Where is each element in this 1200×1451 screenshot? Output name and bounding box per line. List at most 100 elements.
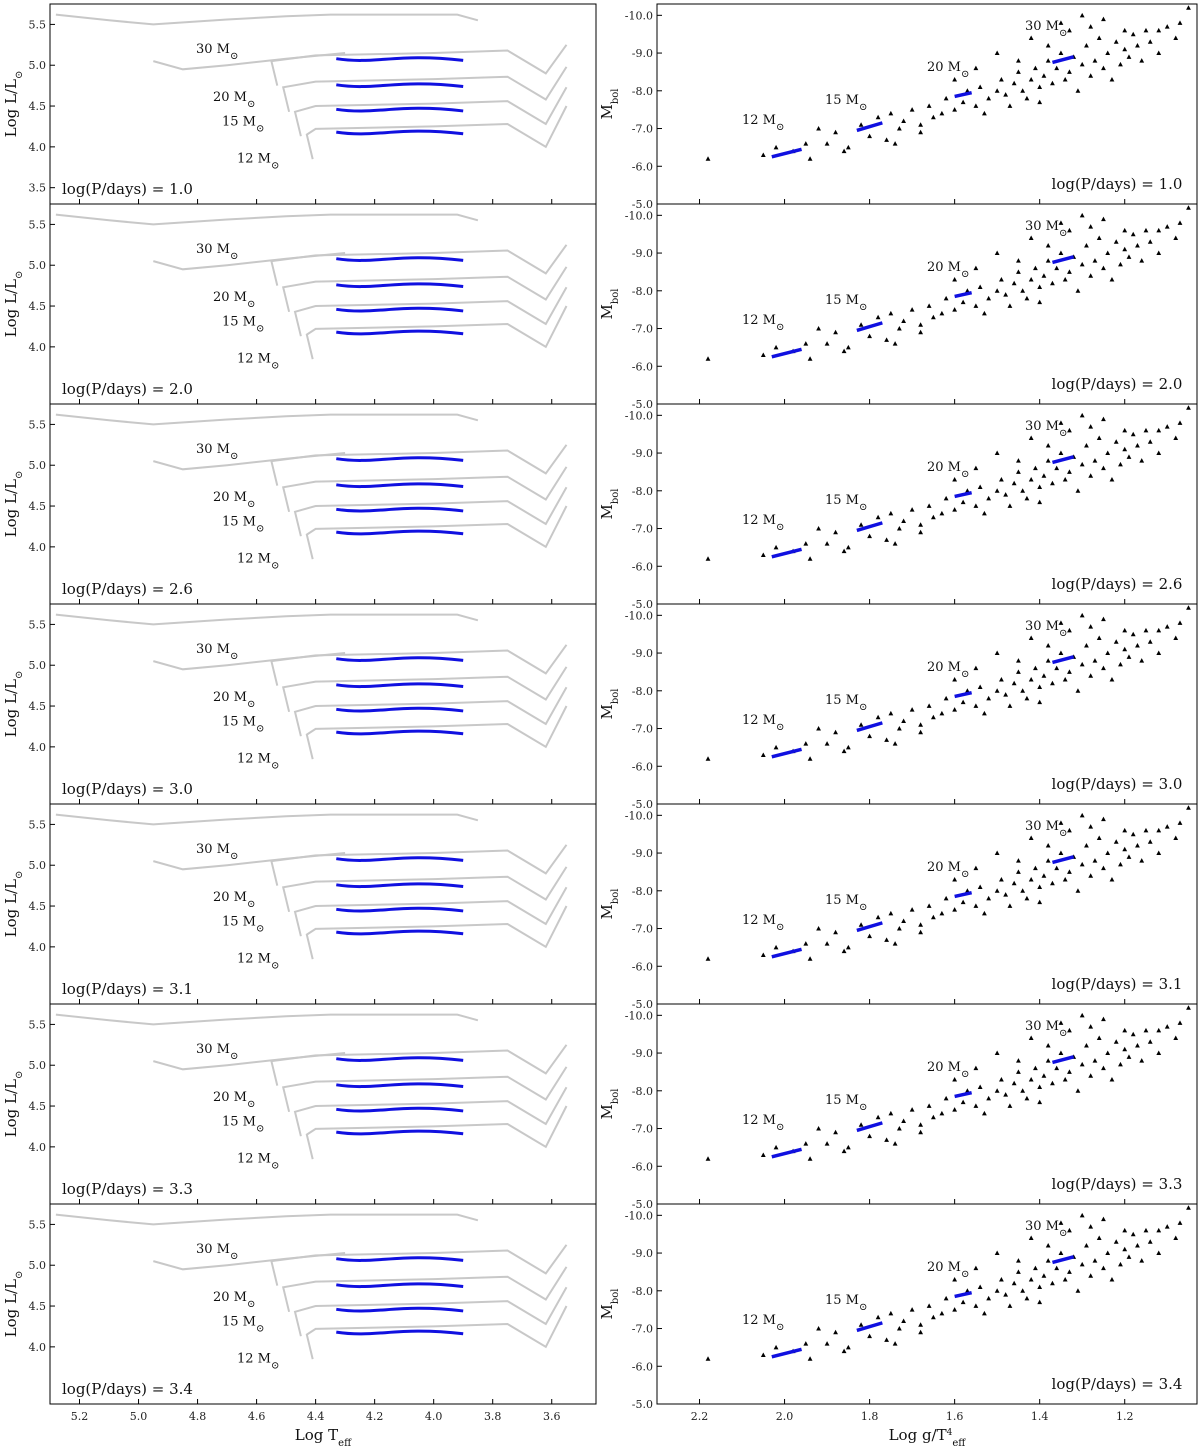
observed-star — [1109, 1076, 1115, 1082]
observed-star — [1058, 1050, 1064, 1056]
model-mbol-20 — [954, 490, 973, 499]
observed-star — [1016, 69, 1021, 74]
observed-star — [1024, 495, 1030, 501]
observed-star — [1028, 1035, 1034, 1040]
evolutionary-track-12 — [305, 905, 568, 960]
y-tick-label: -7.0 — [632, 923, 653, 936]
y-tick-label: -10.0 — [625, 1209, 653, 1222]
period-label: log(P/days) = 2.0 — [1052, 375, 1183, 393]
observed-star — [773, 344, 779, 350]
model-segment-15 — [336, 1306, 464, 1313]
observed-star — [1028, 476, 1034, 482]
observed-star — [1130, 1231, 1136, 1237]
model-segment-30 — [336, 856, 464, 862]
observed-star — [1058, 250, 1064, 256]
mbol-panel-frame — [656, 403, 1198, 605]
observed-star — [1028, 876, 1034, 882]
observed-star — [1088, 273, 1094, 278]
observed-star — [705, 1356, 711, 1361]
observed-star — [1088, 1073, 1094, 1078]
observed-star — [982, 910, 987, 916]
mbol-mass-label-30: 30 M⊙ — [1025, 619, 1067, 639]
mbol-mass-label-12: 12 M⊙ — [742, 1313, 784, 1333]
observed-star — [1186, 605, 1191, 610]
observed-star — [986, 1295, 992, 1301]
observed-star — [1122, 646, 1128, 652]
model-segment-20 — [336, 1082, 464, 1089]
mass-label-30: 30 M⊙ — [196, 1042, 238, 1062]
observed-star — [1173, 35, 1179, 40]
observed-star — [1045, 1058, 1051, 1063]
observed-star — [845, 344, 851, 350]
observed-star — [841, 148, 847, 154]
observed-star — [1084, 1043, 1089, 1048]
observed-star — [1041, 873, 1047, 878]
observed-star — [1045, 843, 1051, 848]
observed-star — [1037, 1084, 1043, 1090]
observed-star — [1177, 1020, 1183, 1025]
model-mbol-30 — [1051, 655, 1075, 665]
observed-star — [952, 1307, 958, 1312]
observed-star — [858, 522, 864, 527]
observed-star — [1020, 488, 1026, 493]
y-tick-label: 4.0 — [29, 1341, 47, 1354]
observed-star — [1016, 658, 1021, 663]
period-label: log(P/days) = 3.4 — [62, 1380, 193, 1398]
observed-star — [1037, 884, 1043, 890]
observed-star — [1062, 476, 1068, 482]
observed-star — [1164, 1224, 1170, 1229]
observed-star — [1058, 620, 1064, 625]
observed-star — [1113, 839, 1119, 844]
model-segment-15 — [336, 1106, 464, 1113]
observed-star — [892, 941, 898, 946]
observed-star — [1139, 858, 1145, 863]
hr-panel-5: 30 M⊙ 20 M⊙ 15 M⊙ 12 M⊙ log(P/days) = 3.1 4.0… — [2, 803, 597, 1005]
y-axis-label: Mbol — [598, 489, 621, 520]
observed-star — [1084, 1243, 1089, 1248]
observed-star — [807, 356, 813, 361]
observed-star — [926, 303, 932, 308]
y-tick-label: -6.0 — [632, 360, 653, 373]
observed-star — [875, 114, 881, 120]
evolutionary-track-loop — [153, 1052, 346, 1071]
observed-star — [1020, 88, 1026, 93]
observed-star — [926, 1303, 932, 1308]
observed-star — [918, 529, 924, 535]
observed-star — [1113, 239, 1119, 244]
observed-star — [1118, 1061, 1123, 1067]
observed-star — [1118, 861, 1123, 867]
observed-star — [833, 1129, 838, 1135]
observed-star — [1058, 1220, 1064, 1225]
evolutionary-track-loop — [153, 652, 346, 671]
observed-star — [1011, 80, 1017, 86]
observed-star — [1079, 1061, 1085, 1067]
mass-label-12: 12 M⊙ — [237, 952, 279, 972]
observed-star — [1062, 276, 1068, 282]
x-tick-label: 4.0 — [425, 1410, 443, 1423]
observed-star — [875, 914, 881, 920]
observed-star — [1101, 1265, 1106, 1271]
mbol-mass-label-15: 15 M⊙ — [825, 693, 867, 713]
observed-star — [1007, 303, 1013, 308]
mbol-panel-frame — [656, 603, 1198, 805]
evolutionary-track-12 — [305, 305, 568, 360]
observed-star — [1016, 1058, 1021, 1063]
observed-star — [1173, 235, 1179, 240]
observed-star — [1156, 227, 1162, 233]
observed-star — [1020, 1088, 1026, 1093]
observed-star — [1050, 280, 1055, 286]
observed-star — [1143, 1027, 1149, 1033]
observed-star — [1088, 624, 1094, 629]
evolutionary-track-20 — [281, 666, 568, 713]
observed-star — [1045, 1258, 1051, 1263]
observed-star — [901, 1318, 907, 1323]
observed-star — [1122, 246, 1128, 252]
observed-star — [1101, 865, 1106, 871]
observed-star — [833, 129, 838, 135]
observed-star — [960, 99, 966, 105]
y-tick-label: 3.5 — [29, 182, 47, 195]
observed-star — [824, 541, 830, 546]
y-tick-label: 4.0 — [29, 141, 47, 154]
hr-panel-frame — [49, 1203, 597, 1405]
